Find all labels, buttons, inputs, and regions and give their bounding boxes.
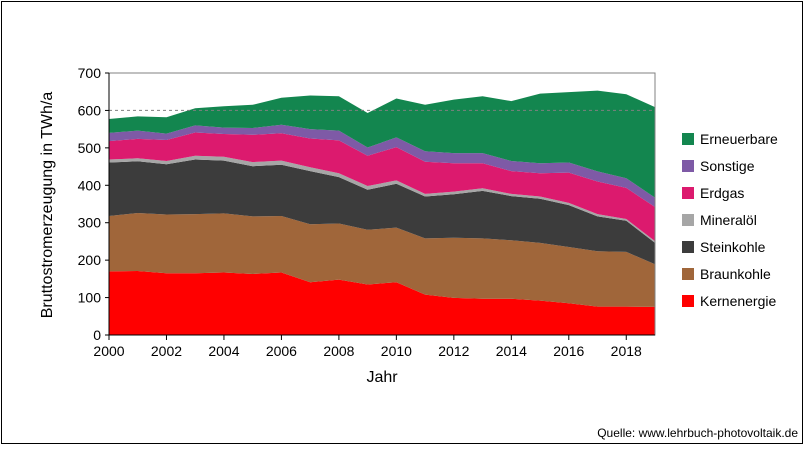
axes: [108, 72, 656, 336]
y-tick-label: 300: [78, 215, 102, 231]
x-tick-label: 2006: [266, 343, 297, 359]
legend-label-steinkohle: Steinkohle: [700, 239, 766, 255]
y-tick-label: 100: [78, 290, 102, 306]
legend-swatch-sonstige: [682, 160, 694, 172]
x-axis-title: Jahr: [366, 369, 398, 386]
x-tick-label: 2018: [611, 343, 642, 359]
legend-swatch-erdgas: [682, 187, 694, 199]
area-sonstige: [109, 124, 655, 207]
series-areas: [109, 90, 655, 335]
legend-swatch-erneuerbare: [682, 133, 694, 145]
y-tick-label: 400: [78, 177, 102, 193]
legend-label-mineral-l: Mineralöl: [700, 212, 757, 228]
area-kernenergie: [109, 271, 655, 335]
legend-label-erdgas: Erdgas: [700, 185, 744, 201]
legend-swatch-mineral-l: [682, 214, 694, 226]
source-note: Quelle: www.lehrbuch-photovoltaik.de: [597, 426, 798, 440]
x-tick-label: 2000: [93, 343, 124, 359]
y-tick-label: 500: [78, 140, 102, 156]
legend-label-braunkohle: Braunkohle: [700, 266, 771, 282]
area-erdgas: [109, 132, 655, 242]
x-tick-label: 2002: [151, 343, 182, 359]
y-tick-label: 700: [78, 65, 102, 81]
area-braunkohle: [109, 213, 655, 307]
y-tick-label: 200: [78, 252, 102, 268]
legend: Erneuerbare Sonstige Erdgas Mineralöl Steink…: [682, 131, 778, 309]
legend-swatch-braunkohle: [682, 268, 694, 280]
area-mineral-l: [109, 155, 655, 243]
x-tick-label: 2010: [381, 343, 412, 359]
legend-swatch-kernenergie: [682, 295, 694, 307]
x-tick-label: 2012: [438, 343, 469, 359]
y-tick-label: 0: [93, 327, 101, 343]
legend-swatch-steinkohle: [682, 241, 694, 253]
area-steinkohle: [109, 159, 655, 265]
legend-label-kernenergie: Kernenergie: [700, 293, 776, 309]
x-tick-label: 2008: [323, 343, 354, 359]
legend-label-sonstige: Sonstige: [700, 158, 755, 174]
y-axis-title: Bruttostromerzeugung in TWh/a: [39, 92, 56, 319]
area-erneuerbare: [109, 90, 655, 198]
x-tick-label: 2016: [553, 343, 584, 359]
tick-labels: 0 100 200 300 400 500 600 700 2000 2002 2004 2006 20…: [78, 65, 642, 359]
x-tick-label: 2004: [208, 343, 239, 359]
y-tick-label: 600: [78, 102, 102, 118]
x-tick-label: 2014: [496, 343, 527, 359]
legend-label-erneuerbare: Erneuerbare: [700, 131, 778, 147]
